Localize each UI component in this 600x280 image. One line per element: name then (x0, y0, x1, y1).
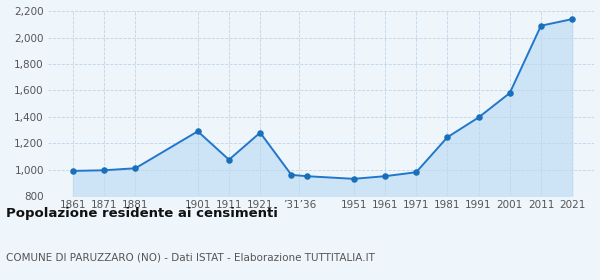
Point (224, 157, 234, 162)
Point (193, 129, 203, 134)
Point (568, 17, 577, 21)
Point (287, 173, 296, 177)
Point (131, 166, 140, 171)
Point (412, 170, 421, 174)
Point (536, 24, 546, 28)
Point (68, 169, 78, 173)
Point (302, 174, 312, 178)
Point (256, 130, 265, 135)
Point (505, 91, 515, 95)
Point (349, 177, 359, 181)
Point (100, 168, 109, 172)
Point (474, 115, 484, 120)
Text: Popolazione residente ai censimenti: Popolazione residente ai censimenti (6, 207, 278, 220)
Point (443, 135, 452, 139)
Text: COMUNE DI PARUZZARO (NO) - Dati ISTAT - Elaborazione TUTTITALIA.IT: COMUNE DI PARUZZARO (NO) - Dati ISTAT - … (6, 252, 375, 262)
Point (380, 174, 390, 178)
